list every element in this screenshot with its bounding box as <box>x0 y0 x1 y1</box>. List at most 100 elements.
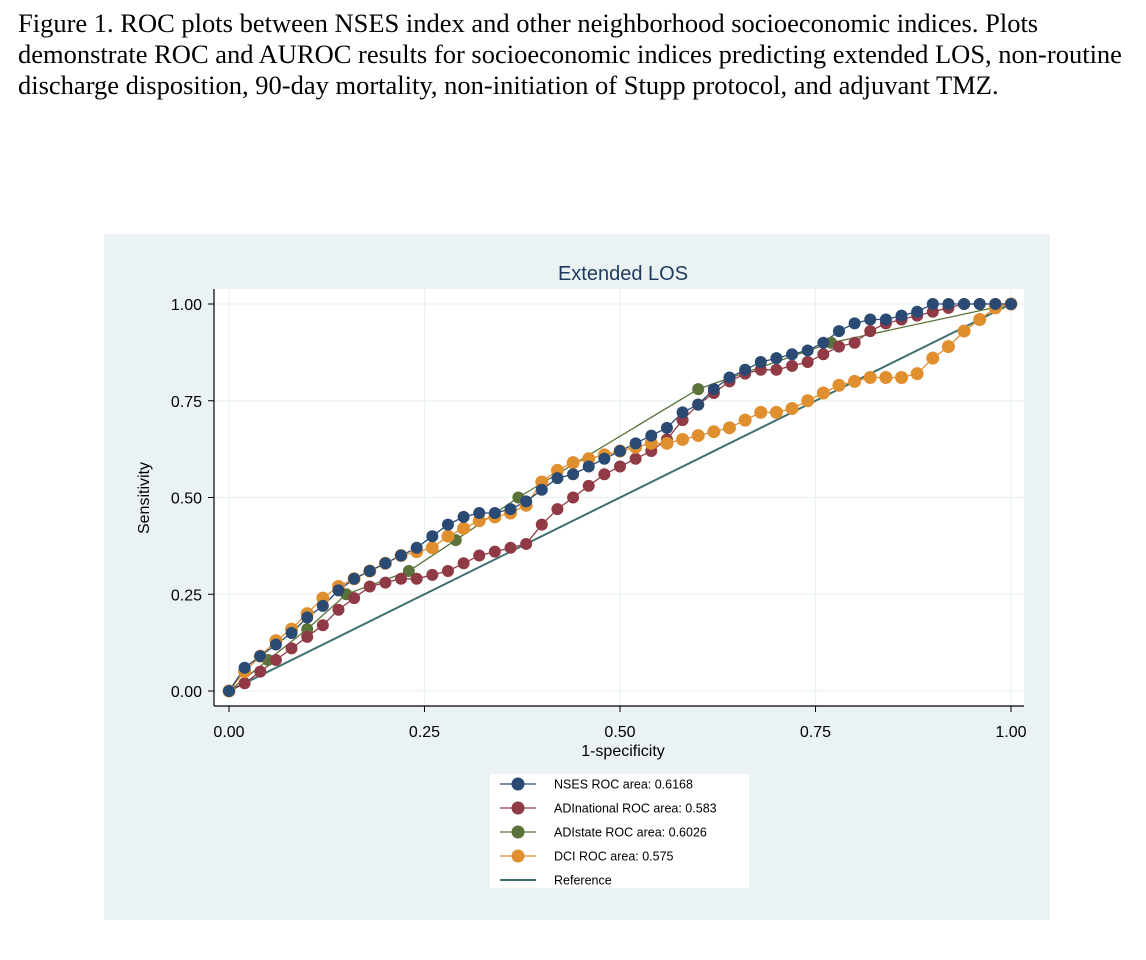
adinational-point <box>238 677 251 690</box>
adinational-point <box>426 568 439 581</box>
dci-point <box>566 456 580 470</box>
nses-point <box>504 503 517 516</box>
nses-point <box>598 452 611 465</box>
nses-point <box>457 510 470 523</box>
nses-point <box>817 336 830 349</box>
nses-point <box>1005 298 1017 310</box>
nses-point <box>958 298 971 310</box>
dci-point <box>879 371 893 385</box>
nses-point <box>582 460 595 473</box>
nses-point <box>285 626 298 639</box>
dci-point <box>941 340 955 354</box>
nses-point <box>363 565 376 578</box>
nses-point <box>551 472 564 485</box>
chart-panel: 0.00 0.00 0.25 0.25 0.50 0.50 0.75 0.75 1.00 1.00… <box>104 234 1050 920</box>
nses-point <box>379 557 392 570</box>
legend-label-reference: Reference <box>554 874 612 888</box>
adinational-point <box>301 630 314 643</box>
adinational-point <box>441 565 454 578</box>
adinational-point <box>848 336 861 349</box>
nses-point <box>786 348 799 361</box>
nses-point <box>895 309 908 322</box>
nses-point <box>332 584 345 597</box>
roc-chart: 0.00 0.00 0.25 0.25 0.50 0.50 0.75 0.75 1.00 1.00… <box>136 263 1027 888</box>
nses-point <box>848 317 861 330</box>
nses-point <box>989 298 1002 310</box>
y-tick-label: 0.75 <box>171 394 202 411</box>
y-tick-label: 0.50 <box>171 491 202 508</box>
nses-point <box>395 549 408 562</box>
dci-point <box>848 374 862 388</box>
legend-label-dci: DCI ROC area: 0.575 <box>554 850 674 864</box>
y-tick-label: 1.00 <box>171 297 202 314</box>
nses-point <box>864 313 877 326</box>
adinational-point <box>457 557 470 570</box>
dci-point <box>660 436 674 450</box>
x-tick-label: 0.75 <box>800 724 831 741</box>
adinational-point <box>410 572 423 585</box>
nses-point <box>676 406 689 419</box>
figure-caption: Figure 1. ROC plots between NSES index a… <box>18 8 1122 100</box>
adinational-point <box>817 348 830 361</box>
nses-point <box>723 371 736 384</box>
nses-point <box>441 518 454 531</box>
dci-point <box>957 324 971 338</box>
adinational-point <box>473 549 486 562</box>
x-axis-label: 1-specificity <box>581 743 665 760</box>
dci-point <box>926 351 940 365</box>
nses-point <box>926 298 939 310</box>
dci-point <box>457 521 471 535</box>
adinational-point <box>551 503 564 516</box>
adinational-point <box>332 603 345 616</box>
y-axis-label: Sensitivity <box>136 462 153 534</box>
nses-point <box>410 541 423 554</box>
nses-point <box>520 495 533 508</box>
dci-point <box>910 367 924 381</box>
nses-point <box>488 506 501 519</box>
dci-point <box>785 401 799 415</box>
y-tick-label: 0.00 <box>171 684 202 701</box>
nses-point <box>692 398 705 411</box>
adinational-point <box>316 619 329 632</box>
dci-point <box>816 386 830 400</box>
x-tick-label: 1.00 <box>995 724 1026 741</box>
adinational-point <box>629 452 642 465</box>
dci-point <box>722 421 736 435</box>
x-tick-label: 0.00 <box>213 724 244 741</box>
legend-marker-nses <box>511 777 525 791</box>
legend-marker-adinational <box>511 801 525 815</box>
nses-point <box>223 685 235 697</box>
dci-point <box>441 529 455 543</box>
adinational-point <box>285 642 298 655</box>
adistate-point <box>692 383 705 396</box>
nses-point <box>535 483 548 496</box>
y-tick-label: 0.25 <box>171 587 202 604</box>
nses-point <box>911 305 924 318</box>
adinational-point <box>801 356 814 369</box>
x-tick-label: 0.25 <box>409 724 440 741</box>
dci-point <box>691 429 705 443</box>
legend-label-adistate: ADIstate ROC area: 0.6026 <box>554 826 707 840</box>
adinational-point <box>567 491 580 504</box>
adinational-point <box>395 572 408 585</box>
nses-point <box>942 298 955 310</box>
legend-marker-dci <box>511 849 525 863</box>
nses-point <box>614 445 626 458</box>
adinational-point <box>786 359 799 372</box>
adinational-point <box>864 325 877 338</box>
nses-point <box>426 530 439 543</box>
adinational-point <box>379 576 392 589</box>
chart-title: Extended LOS <box>558 263 688 285</box>
nses-point <box>770 352 783 365</box>
reference-line <box>228 303 1012 692</box>
nses-point <box>473 506 486 519</box>
adinational-point <box>269 654 282 667</box>
adinational-point <box>504 541 517 554</box>
dci-point <box>754 405 768 419</box>
adinational-point <box>520 537 533 550</box>
nses-point <box>567 468 580 481</box>
adistate-point <box>402 565 415 578</box>
x-tick-label: 0.50 <box>604 724 635 741</box>
legend-box <box>490 774 749 888</box>
nses-point <box>254 650 267 663</box>
